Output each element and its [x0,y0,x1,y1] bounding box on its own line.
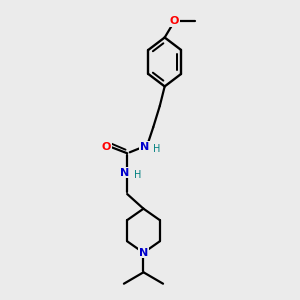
Text: H: H [134,170,141,180]
Text: N: N [139,248,148,258]
Text: H: H [154,144,161,154]
Text: O: O [101,142,111,152]
Text: O: O [170,16,179,26]
Text: N: N [120,168,130,178]
Text: N: N [140,142,149,152]
